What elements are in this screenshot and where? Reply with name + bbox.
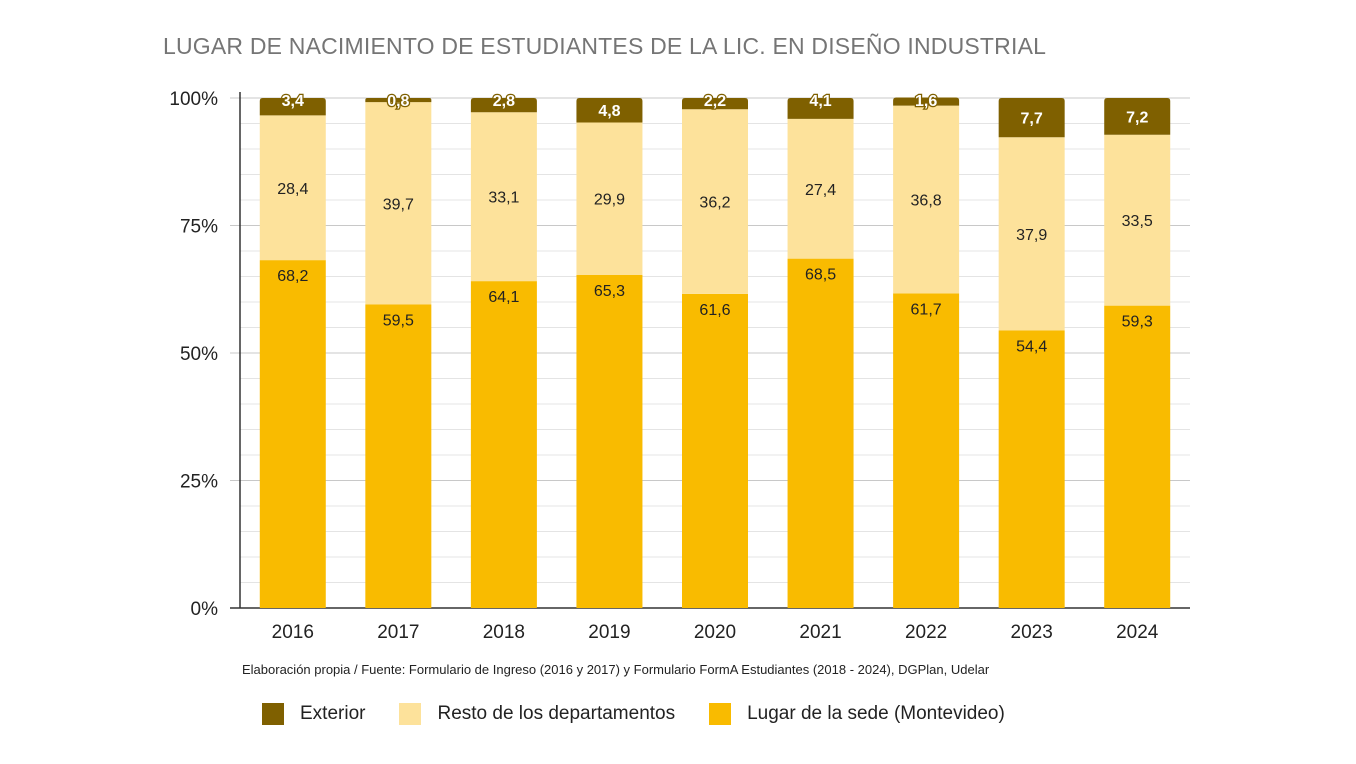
data-label: 0,8 xyxy=(387,93,409,110)
data-label: 7,7 xyxy=(1021,111,1043,128)
bar-segment xyxy=(1104,134,1171,306)
data-label: 36,2 xyxy=(699,195,730,212)
bar-segment xyxy=(365,98,432,103)
bar-segment xyxy=(1104,305,1171,608)
bar-segment xyxy=(682,98,748,110)
y-tick-label: 0% xyxy=(191,599,219,620)
bar-segment xyxy=(787,118,854,259)
data-label: 27,4 xyxy=(805,182,836,199)
bar-segment xyxy=(259,115,326,261)
x-tick-label: 2022 xyxy=(905,622,947,643)
bar-segment xyxy=(893,293,960,608)
bar-segment xyxy=(470,112,537,282)
x-tick-label: 2023 xyxy=(1011,622,1053,643)
legend-swatch xyxy=(262,703,284,725)
x-tick-label: 2017 xyxy=(377,622,419,643)
data-label: 4,8 xyxy=(598,103,620,120)
bar-segment xyxy=(682,109,748,294)
bar-segment xyxy=(259,260,326,608)
data-label: 59,5 xyxy=(383,313,414,330)
data-label: 39,7 xyxy=(383,196,414,213)
data-label: 61,6 xyxy=(699,302,730,319)
source-note: Elaboración propia / Fuente: Formulario … xyxy=(242,662,990,677)
bar-segment xyxy=(365,102,432,305)
data-label: 54,4 xyxy=(1016,339,1047,356)
x-tick-label: 2016 xyxy=(272,622,314,643)
data-label: 59,3 xyxy=(1122,314,1153,331)
y-tick-label: 75% xyxy=(180,217,218,238)
chart-title: LUGAR DE NACIMIENTO DE ESTUDIANTES DE LA… xyxy=(163,33,1047,59)
data-label: 61,7 xyxy=(911,301,942,318)
bar-segment xyxy=(470,98,537,113)
data-label: 68,2 xyxy=(277,268,308,285)
data-label: 4,1 xyxy=(809,93,831,110)
data-label: 7,2 xyxy=(1126,109,1148,126)
x-tick-label: 2019 xyxy=(588,622,630,643)
data-label: 3,4 xyxy=(282,93,304,110)
bar-segment xyxy=(787,258,854,608)
bar-segment xyxy=(470,281,537,608)
data-label: 33,5 xyxy=(1122,213,1153,230)
data-label: 64,1 xyxy=(488,289,519,306)
bar-segment xyxy=(576,98,643,123)
y-tick-label: 25% xyxy=(180,472,218,493)
bar-segment xyxy=(787,98,854,119)
legend: Exterior Resto de los departamentos Lugar … xyxy=(262,703,1039,725)
legend-label: Lugar de la sede (Montevideo) xyxy=(747,703,1005,724)
legend-item: Exterior xyxy=(262,703,365,725)
bar-segment xyxy=(365,304,432,608)
data-label: 2,2 xyxy=(704,93,726,110)
data-label: 33,1 xyxy=(488,190,519,207)
legend-swatch xyxy=(399,703,422,725)
data-label: 28,4 xyxy=(277,181,308,198)
bar-segment xyxy=(1104,98,1171,135)
bar-segment xyxy=(682,293,748,608)
data-label: 65,3 xyxy=(594,283,625,300)
legend-item: Resto de los departamentos xyxy=(399,703,675,725)
legend-label: Resto de los departamentos xyxy=(437,703,676,724)
bar-segment xyxy=(998,137,1065,331)
bar-segment xyxy=(576,122,643,275)
bar-segment xyxy=(998,330,1065,608)
bar-segment xyxy=(259,98,326,116)
bar-segment xyxy=(893,105,960,294)
x-tick-label: 2021 xyxy=(799,622,841,643)
data-label: 36,8 xyxy=(911,192,942,209)
y-tick-label: 50% xyxy=(180,344,218,365)
bar-segment xyxy=(576,274,643,608)
data-label: 37,9 xyxy=(1016,227,1047,244)
x-tick-label: 2018 xyxy=(483,622,525,643)
data-label: 2,8 xyxy=(493,93,515,110)
y-tick-label: 100% xyxy=(169,89,218,110)
x-tick-label: 2024 xyxy=(1116,622,1159,643)
bar-segment xyxy=(893,97,960,106)
legend-item: Lugar de la sede (Montevideo) xyxy=(709,703,1005,725)
data-label: 29,9 xyxy=(594,192,625,209)
data-label: 68,5 xyxy=(805,267,836,284)
bar-segment xyxy=(998,98,1065,138)
x-tick-label: 2020 xyxy=(694,622,736,643)
data-label: 1,6 xyxy=(915,93,937,110)
legend-label: Exterior xyxy=(300,703,366,724)
legend-swatch xyxy=(709,703,732,725)
